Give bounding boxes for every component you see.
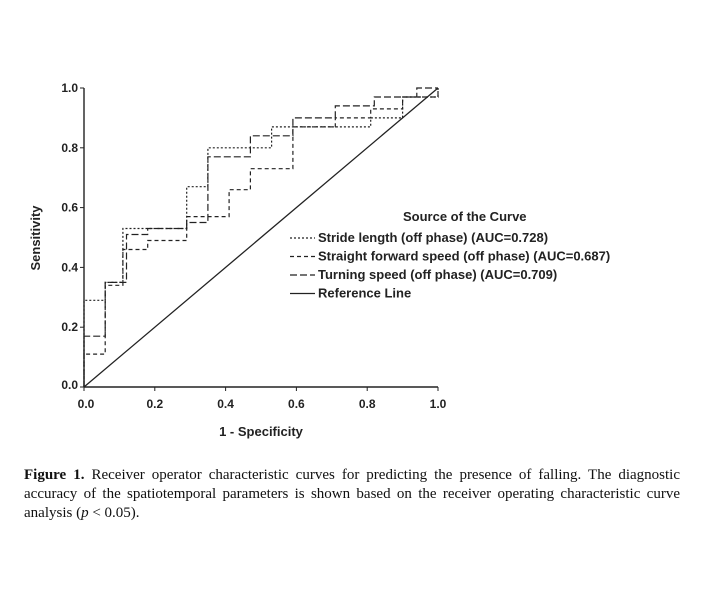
- x-tick-label: 0.8: [359, 397, 376, 411]
- x-tick-label: 0.6: [288, 397, 305, 411]
- y-tick-label: 0.0: [61, 378, 78, 392]
- legend-entry: Turning speed (off phase) (AUC=0.709): [318, 267, 557, 282]
- roc-curves: [83, 87, 439, 388]
- caption-label: Figure 1.: [24, 467, 85, 483]
- x-tick-label: 0.2: [146, 397, 163, 411]
- x-tick-label: 1.0: [430, 397, 447, 411]
- figure-caption: Figure 1. Receiver operator characterist…: [24, 466, 680, 523]
- legend: Source of the Curve Stride length (off ph…: [290, 209, 610, 301]
- roc-curve-2: [83, 88, 439, 387]
- caption-text: Receiver operator characteristic curves …: [24, 467, 680, 521]
- x-tick-label: 0.0: [78, 397, 95, 411]
- caption-text-end: < 0.05).: [88, 505, 140, 521]
- y-axis-title: Sensitivity: [28, 205, 43, 271]
- y-tick-label: 0.2: [61, 320, 78, 334]
- tick-labels: 0.0 0.2 0.4 0.6 0.8 1.0 0.0 0.2 0.4 0.6 0.8 1.0: [61, 81, 446, 411]
- y-tick-label: 1.0: [61, 81, 78, 95]
- roc-curve-4: [83, 87, 439, 388]
- legend-entry: Straight forward speed (off phase) (AUC=…: [318, 249, 610, 264]
- y-tick-label: 0.6: [61, 201, 78, 215]
- legend-title: Source of the Curve: [403, 209, 527, 224]
- roc-curve-3: [83, 87, 438, 387]
- x-tick-label: 0.4: [217, 397, 234, 411]
- roc-chart: 0.0 0.2 0.4 0.6 0.8 1.0 0.0 0.2 0.4 0.6 0.8 1.0 Sou…: [28, 81, 610, 439]
- x-axis-title: 1 - Specificity: [219, 424, 304, 439]
- legend-entry: Stride length (off phase) (AUC=0.728): [318, 230, 548, 245]
- caption-p-symbol: p: [81, 505, 89, 521]
- y-tick-label: 0.4: [61, 260, 78, 274]
- legend-entry: Reference Line: [318, 286, 411, 301]
- y-tick-label: 0.8: [61, 141, 78, 155]
